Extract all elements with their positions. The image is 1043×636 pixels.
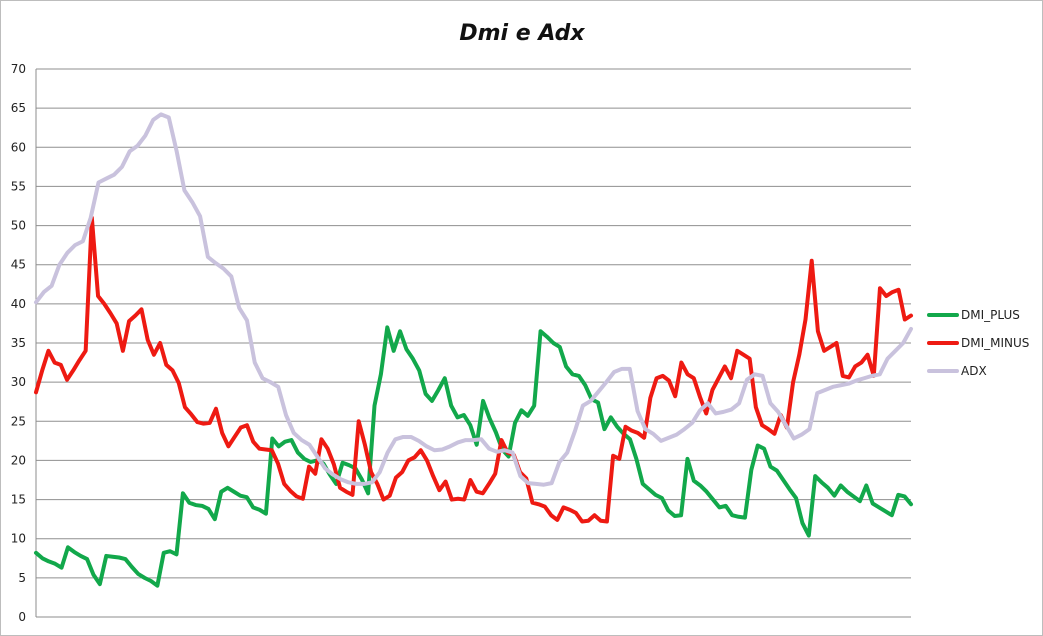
y-tick-label: 20 bbox=[11, 453, 26, 467]
y-tick-label: 35 bbox=[11, 336, 26, 350]
y-tick-label: 30 bbox=[11, 375, 26, 389]
y-axis: 0 5 10 15 20 25 30 35 40 45 50 55 60 65 70 bbox=[11, 62, 37, 624]
legend-label-dmi-plus: DMI_PLUS bbox=[961, 308, 1020, 322]
y-tick-label: 45 bbox=[11, 258, 26, 272]
series-line-dmi-minus bbox=[34, 215, 913, 524]
y-tick-label: 70 bbox=[11, 62, 26, 76]
y-tick-label: 0 bbox=[18, 610, 26, 624]
y-tick-label: 60 bbox=[11, 140, 26, 154]
legend-label-adx: ADX bbox=[961, 364, 987, 378]
y-tick-label: 5 bbox=[18, 571, 26, 585]
series-lines bbox=[34, 112, 913, 588]
y-tick-label: 55 bbox=[11, 179, 26, 193]
y-tick-label: 25 bbox=[11, 414, 26, 428]
chart-title: Dmi e Adx bbox=[459, 21, 585, 46]
y-tick-label: 15 bbox=[11, 493, 26, 507]
y-tick-label: 40 bbox=[11, 297, 26, 311]
series-line-dmi-plus bbox=[34, 325, 913, 588]
y-tick-label: 65 bbox=[11, 101, 26, 115]
legend: DMI_PLUS DMI_MINUS ADX bbox=[927, 308, 1029, 378]
legend-label-dmi-minus: DMI_MINUS bbox=[961, 336, 1029, 350]
grid-lines bbox=[36, 68, 911, 618]
series-line-adx bbox=[34, 112, 913, 487]
y-tick-label: 10 bbox=[11, 532, 26, 546]
y-tick-label: 50 bbox=[11, 219, 26, 233]
